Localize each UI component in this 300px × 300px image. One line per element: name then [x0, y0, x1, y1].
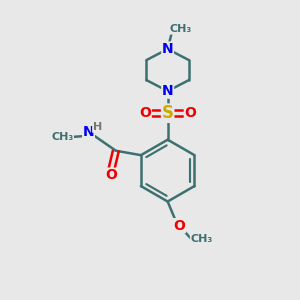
Text: O: O: [139, 106, 151, 120]
Text: CH₃: CH₃: [51, 132, 74, 142]
Text: H: H: [93, 122, 102, 132]
Text: N: N: [162, 42, 173, 56]
Text: O: O: [106, 168, 117, 182]
Text: N: N: [162, 84, 173, 98]
Text: S: S: [162, 104, 174, 122]
Text: O: O: [173, 219, 185, 233]
Text: O: O: [184, 106, 196, 120]
Text: CH₃: CH₃: [169, 24, 191, 34]
Text: CH₃: CH₃: [190, 234, 213, 244]
Text: N: N: [83, 125, 94, 139]
